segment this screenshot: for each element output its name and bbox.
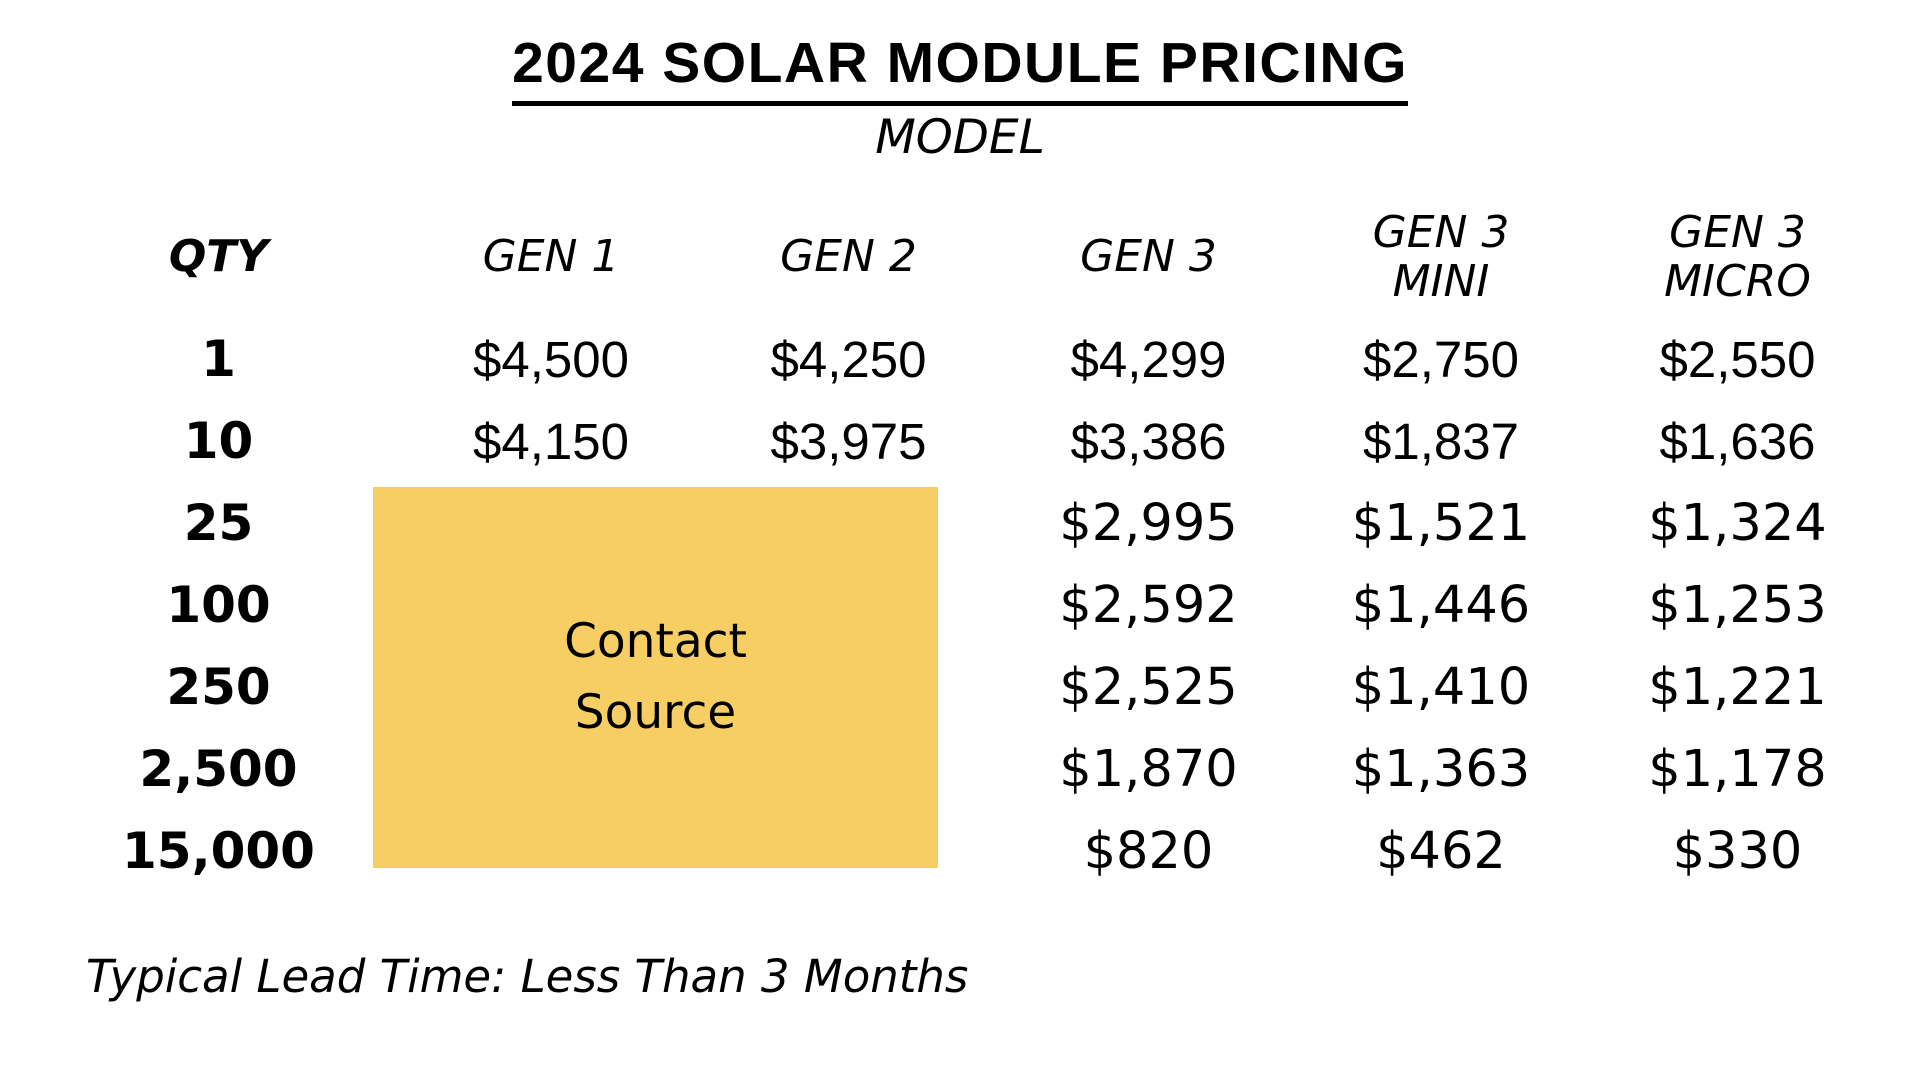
qty-cell: 1	[201, 330, 236, 388]
column-header-gen3-micro-line1: GEN 3	[1669, 206, 1806, 258]
price-cell-gen3: $2,592	[1059, 575, 1238, 635]
qty-cell: 2,500	[139, 740, 298, 798]
contact-source-line1: Contact	[564, 614, 747, 669]
price-cell-gen3-mini: $462	[1376, 821, 1506, 881]
column-header-gen3-micro: GEN 3 MICRO	[1586, 196, 1889, 318]
price-cell-gen3-mini: $2,750	[1363, 330, 1519, 388]
price-cell-gen3-micro: $1,324	[1648, 493, 1827, 553]
price-cell-gen3-micro: $1,636	[1659, 412, 1816, 470]
price-cell-gen3-micro: $2,550	[1659, 330, 1816, 388]
page-title: 2024 SOLAR MODULE PRICING	[512, 30, 1408, 106]
column-header-gen3: GEN 3	[1080, 231, 1217, 283]
column-header-gen3-mini-line1: GEN 3	[1372, 206, 1510, 258]
price-cell-gen3: $2,995	[1059, 493, 1238, 553]
price-cell-gen3-mini: $1,410	[1351, 657, 1531, 717]
price-cell-gen3-micro: $1,253	[1648, 575, 1827, 635]
qty-cell: 250	[166, 658, 271, 716]
title-row: 2024 SOLAR MODULE PRICING	[0, 30, 1920, 106]
price-cell-gen3-mini: $1,363	[1351, 739, 1531, 799]
qty-column-header: QTY	[168, 231, 269, 283]
column-header-gen3-micro-line2: MICRO	[1664, 256, 1811, 307]
price-cell-gen3: $1,870	[1059, 739, 1238, 799]
price-cell-gen3: $4,299	[1070, 330, 1227, 388]
contact-source-overlay: Contact Source	[373, 487, 938, 868]
qty-cell: 25	[183, 494, 254, 552]
price-cell-gen3: $820	[1083, 821, 1214, 881]
column-header-gen3-mini: GEN 3 MINI	[1296, 196, 1586, 318]
price-cell-gen3-micro: $1,178	[1648, 739, 1827, 799]
price-cell-gen3-mini: $1,521	[1351, 493, 1531, 553]
price-cell-gen2: $3,975	[770, 412, 927, 470]
lead-time-note: Typical Lead Time: Less Than 3 Months	[86, 950, 969, 1003]
price-cell-gen3-micro: $1,221	[1648, 657, 1827, 717]
price-cell-gen1: $4,150	[473, 412, 629, 470]
price-cell-gen3-micro: $330	[1672, 821, 1803, 881]
price-cell-gen3: $3,386	[1070, 412, 1227, 470]
model-group-header: MODEL	[875, 110, 1045, 165]
qty-cell: 10	[183, 412, 254, 470]
price-cell-gen3-mini: $1,446	[1351, 575, 1531, 635]
price-cell-gen2: $4,250	[770, 330, 927, 388]
qty-cell: 100	[166, 576, 271, 634]
column-header-gen2: GEN 2	[780, 231, 917, 283]
contact-source-line2: Source	[574, 684, 737, 740]
price-cell-gen1: $4,500	[473, 330, 629, 388]
pricing-table: QTY GEN 1 GEN 2 GEN 3 GEN 3 MINI GEN 3 M…	[31, 196, 1889, 892]
column-header-gen1: GEN 1	[482, 231, 620, 283]
qty-cell: 15,000	[122, 822, 315, 880]
column-header-gen3-mini-line2: MINI	[1392, 256, 1490, 307]
price-cell-gen3-mini: $1,837	[1363, 412, 1519, 470]
price-cell-gen3: $2,525	[1059, 657, 1238, 717]
